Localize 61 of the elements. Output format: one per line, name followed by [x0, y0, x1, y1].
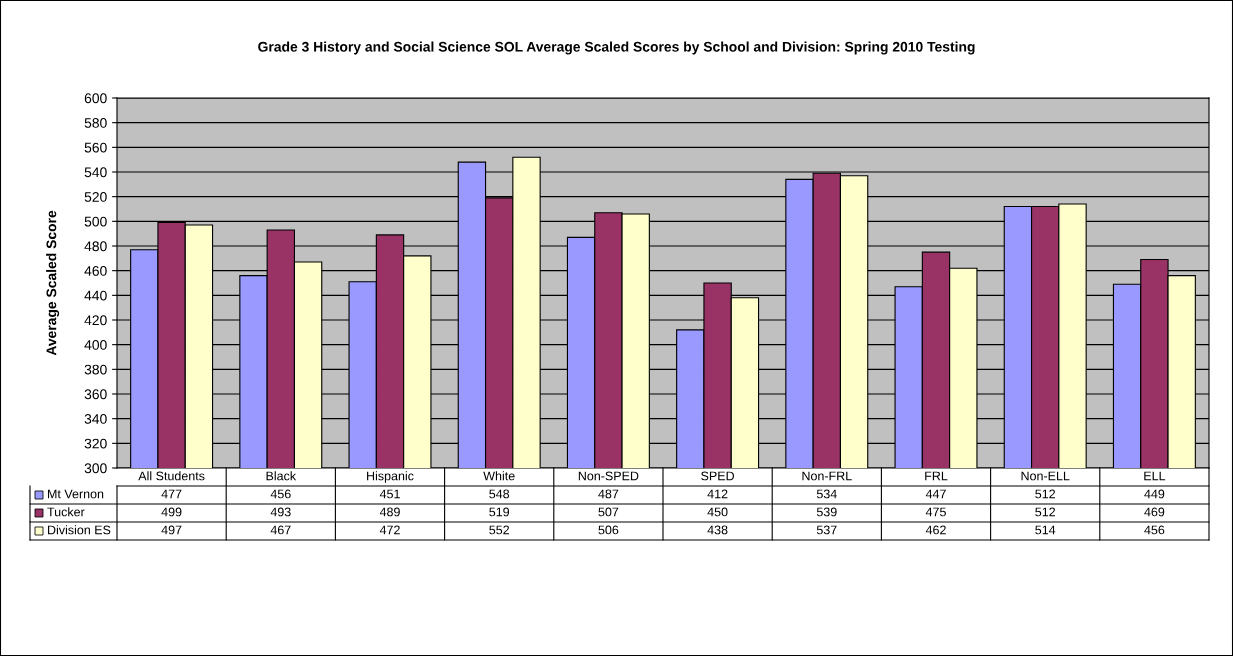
data-label: 514: [1035, 525, 1056, 535]
data-label: 487: [598, 489, 619, 499]
x-tick-label: Non-SPED: [578, 471, 639, 481]
legend-label: Division ES: [48, 525, 111, 535]
data-label: 456: [270, 489, 291, 499]
data-label: 475: [925, 507, 946, 517]
data-label: 447: [925, 489, 946, 499]
data-label: 534: [816, 489, 837, 499]
data-label: 499: [161, 507, 182, 517]
y-tick-label: 560: [84, 142, 107, 153]
data-label: 552: [489, 525, 509, 535]
y-tick-label: 540: [84, 167, 107, 178]
data-label: 519: [489, 507, 510, 517]
data-label: 493: [270, 507, 291, 517]
x-tick-label: Hispanic: [367, 471, 414, 483]
data-label: 462: [925, 525, 946, 535]
data-label: 539: [816, 507, 837, 517]
data-label: 512: [1035, 507, 1055, 517]
data-label: 472: [379, 525, 400, 535]
data-label: 412: [707, 489, 728, 499]
data-label: 467: [270, 525, 291, 535]
x-tick-label: Black: [266, 471, 297, 481]
x-tick-label: White: [483, 471, 515, 481]
legend-label: Tucker: [47, 507, 85, 517]
y-axis-title: Average Scaled Score: [46, 210, 60, 356]
x-tick-label: FRL: [925, 471, 948, 481]
data-label: 512: [1035, 489, 1055, 499]
data-label: 537: [816, 525, 837, 535]
data-label: 469: [1144, 507, 1165, 517]
y-tick-label: 600: [84, 93, 107, 104]
y-tick-label: 480: [84, 241, 107, 252]
y-tick-label: 500: [84, 216, 107, 227]
x-tick-label: All Students: [138, 471, 205, 481]
chart-title: Grade 3 History and Social Science SOL Average Scaled Scores by School and Division: Spring 2010 Testing: [258, 41, 975, 55]
y-tick-label: 520: [84, 192, 107, 202]
y-tick-label: 400: [84, 340, 107, 350]
data-label: 477: [161, 489, 182, 499]
x-tick-label: Non-ELL: [1021, 471, 1070, 481]
data-label: 451: [379, 489, 400, 499]
y-tick-label: 460: [84, 266, 107, 276]
data-label: 449: [1144, 489, 1165, 499]
data-label: 438: [707, 525, 728, 535]
y-tick-label: 320: [84, 438, 107, 449]
data-label: 548: [489, 489, 510, 499]
y-tick-label: 420: [84, 315, 107, 326]
y-tick-label: 360: [84, 389, 107, 400]
data-label: 450: [707, 507, 728, 517]
data-label: 497: [161, 525, 182, 535]
x-tick-label: Non-FRL: [802, 471, 852, 481]
data-label: 507: [598, 507, 619, 517]
y-tick-label: 380: [84, 364, 107, 375]
y-tick-label: 300: [84, 463, 107, 474]
data-label: 489: [379, 507, 400, 517]
y-tick-label: 580: [84, 118, 107, 128]
data-label: 456: [1144, 525, 1165, 535]
data-label: 506: [598, 525, 619, 535]
x-tick-label: ELL: [1144, 471, 1166, 481]
y-tick-label: 340: [84, 414, 107, 424]
x-tick-label: SPED: [701, 471, 735, 481]
legend-label: Mt Vernon: [48, 489, 104, 499]
y-tick-label: 440: [84, 290, 107, 301]
